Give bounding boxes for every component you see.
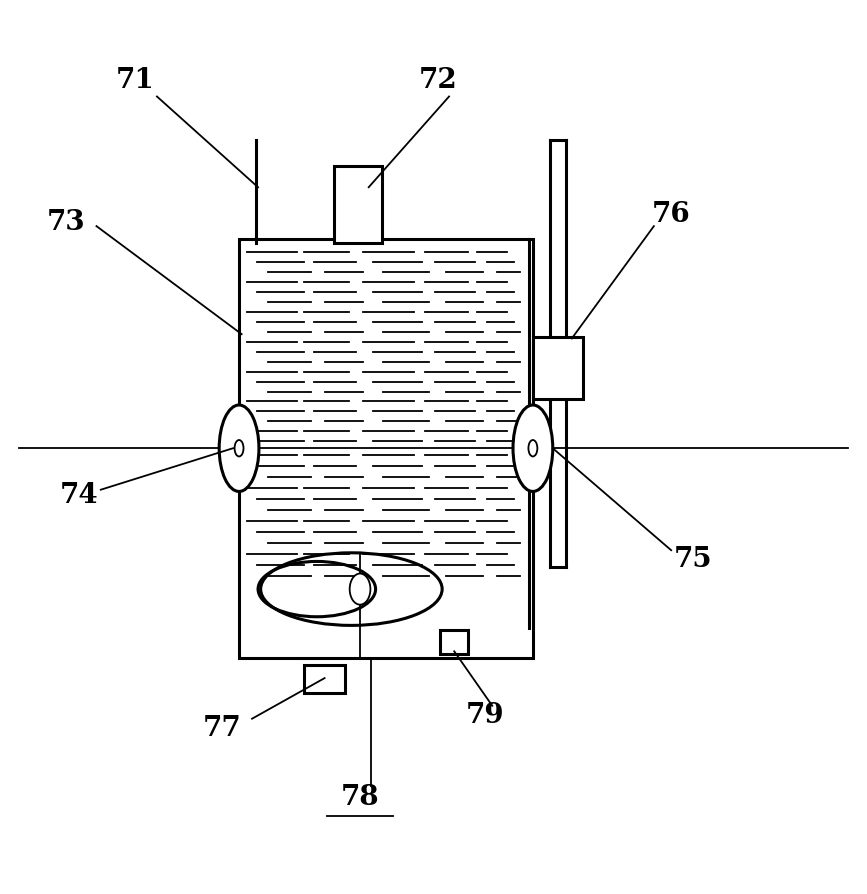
Bar xyxy=(334,166,381,244)
Ellipse shape xyxy=(349,574,370,605)
Ellipse shape xyxy=(219,406,259,492)
Text: 73: 73 xyxy=(47,209,86,236)
Ellipse shape xyxy=(235,441,244,457)
Bar xyxy=(239,240,533,659)
Text: 79: 79 xyxy=(466,701,505,728)
Text: 76: 76 xyxy=(652,200,690,227)
Bar xyxy=(440,630,468,654)
Bar xyxy=(303,665,345,693)
Text: 78: 78 xyxy=(341,783,380,810)
Bar xyxy=(533,337,583,400)
Ellipse shape xyxy=(528,441,538,457)
Text: 72: 72 xyxy=(419,67,457,94)
Text: 75: 75 xyxy=(674,545,712,573)
Ellipse shape xyxy=(513,406,553,492)
Text: 74: 74 xyxy=(60,481,99,508)
Text: 77: 77 xyxy=(202,714,241,741)
Text: 71: 71 xyxy=(116,67,154,94)
